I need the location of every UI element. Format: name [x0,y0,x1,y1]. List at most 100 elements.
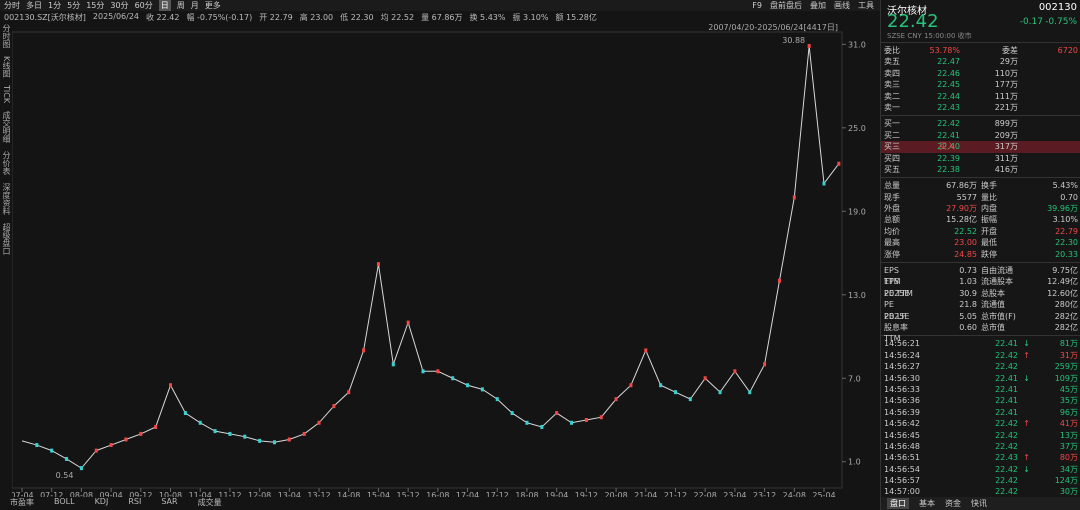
side-tab[interactable]: 超级盘口 [2,223,11,256]
period-tab[interactable]: 15分 [86,1,105,10]
data-row: PE 2025E 21.8 流通值 280亿 [881,299,1080,320]
tool-button[interactable]: 叠加 [810,1,826,10]
buy-button[interactable]: 买入 [939,142,955,152]
price-line [21,45,840,469]
x-tick-label: 23-12 [753,491,776,497]
side-tab[interactable]: TICK [2,85,11,104]
period-tab[interactable]: 60分 [134,1,153,10]
cell: 22.41 [995,373,1018,383]
cell [1018,430,1030,441]
candle [673,390,677,395]
cell: 卖五 [884,57,900,67]
panel-tab[interactable]: 基本 [919,499,935,508]
candle [733,369,737,374]
cell: 卖四 [884,68,900,78]
candle [169,383,173,388]
period-tab[interactable]: 更多 [204,1,221,10]
x-tick-label: 25-04 [812,491,835,497]
cell: 22.42 [995,362,1018,372]
x-tick-label: 11-04 [189,491,212,497]
data-row: 买二 22.41 209万 [881,130,1080,141]
panel-tab[interactable]: 盘口 [887,498,909,509]
tick-row: 14:56:21 22.41 ↓ 81万 [881,338,1080,349]
data-row: 总额 15.28亿 振幅 3.10% [881,214,1080,225]
x-tick-label: 09-04 [99,491,122,497]
cell: ↓ [1023,464,1030,474]
cell: 109万 [1054,373,1078,383]
quote-panel: 沃尔核材 002130 22.42 -0.17 -0.75% SZSE CNY … [880,0,1080,510]
candle [659,383,663,388]
indicator-tab[interactable]: SAR [161,497,178,506]
candle [391,362,395,367]
candle [807,44,811,49]
side-tab[interactable]: 深度资料 [2,183,11,216]
cell: 14:56:30 [884,373,920,383]
y-tick-label: 31.0 [848,40,866,49]
data-row: 卖三 22.45 177万 [881,79,1080,90]
side-tab[interactable]: 成交明细 [2,111,11,144]
period-tab[interactable]: 1分 [48,1,62,10]
cell: 开盘 [981,226,997,236]
period-tab[interactable]: 周 [176,1,185,10]
cell: 80万 [1059,453,1078,463]
x-tick-label: 08-08 [70,491,93,497]
cell: 5.43% [1052,181,1078,191]
candle [495,397,499,402]
candle [525,420,529,425]
cell: 209万 [994,130,1018,140]
cell: 35万 [1059,396,1078,406]
tick-row: 14:56:24 22.42 ↑ 31万 [881,350,1080,361]
cell: 总股本 [981,288,1005,298]
cell [1018,395,1030,406]
cell: 量比 [981,192,997,202]
tool-button[interactable]: 盘前盘后 [770,1,802,10]
panel-tab[interactable]: 快讯 [971,499,987,508]
data-row: 最高 23.00 最低 22.30 [881,237,1080,248]
info-bar: 002130.SZ[沃尔核材] 2025/06/24 收 22.42 幅 -0.75%… [4,12,597,22]
period-tab[interactable]: 日 [158,0,171,11]
indicator-tab[interactable]: KDJ [94,497,109,506]
candle [644,348,648,353]
candle [451,376,455,381]
side-tab[interactable]: 分价表 [2,151,11,176]
cell: 流通股本 [981,277,1013,287]
cell: 买五 [884,164,900,174]
period-tab[interactable]: 月 [190,1,199,10]
indicator-tab[interactable]: BOLL [54,497,75,506]
cell: 22.41 [995,407,1018,417]
cell: 111万 [994,91,1018,101]
cell: 416万 [994,164,1018,174]
tool-button[interactable]: F9 [752,1,762,10]
x-tick-label: 21-04 [634,491,657,497]
info-item: 振 3.10% [512,13,549,22]
cell: PE TTM [884,288,913,298]
period-tab[interactable]: 分时 [4,1,20,10]
indicator-tab[interactable]: 市盈率 [10,498,34,507]
cell: 总额 [884,215,900,225]
cell: 14:56:24 [884,350,920,360]
tool-button[interactable]: 画线 [834,1,850,10]
data-row: PB LF 5.05 总市值(F) 282亿 [881,311,1080,322]
indicator-tab[interactable]: RSI [128,497,142,506]
candle [124,437,128,442]
cell: 27.90万 [946,204,977,214]
tool-button[interactable]: 工具 [858,1,874,10]
cell: 22.42 [995,476,1018,486]
period-tab[interactable]: 5分 [67,1,81,10]
change: -0.17 [1019,17,1043,27]
panel-tab[interactable]: 资金 [945,499,961,508]
side-tab[interactable]: 分时图 [2,24,11,48]
period-tab[interactable]: 30分 [110,1,129,10]
x-tick-label: 17-04 [456,491,479,497]
cell: 34万 [1059,464,1078,474]
x-tick-label: 10-08 [159,491,182,497]
candle [198,420,202,425]
bid-book: 买一 22.42 899万 买二 22.41 209万 买三 22.40 317万 买入 买四 22.… [881,115,1080,175]
cell: 委比 [884,46,900,55]
x-tick-label: 13-12 [307,491,330,497]
side-tab[interactable]: K线图 [2,56,11,78]
period-tab[interactable]: 多日 [26,1,42,10]
cell: 22.52 [954,226,977,236]
candle [332,404,336,409]
indicator-tab[interactable]: 成交量 [197,498,222,507]
